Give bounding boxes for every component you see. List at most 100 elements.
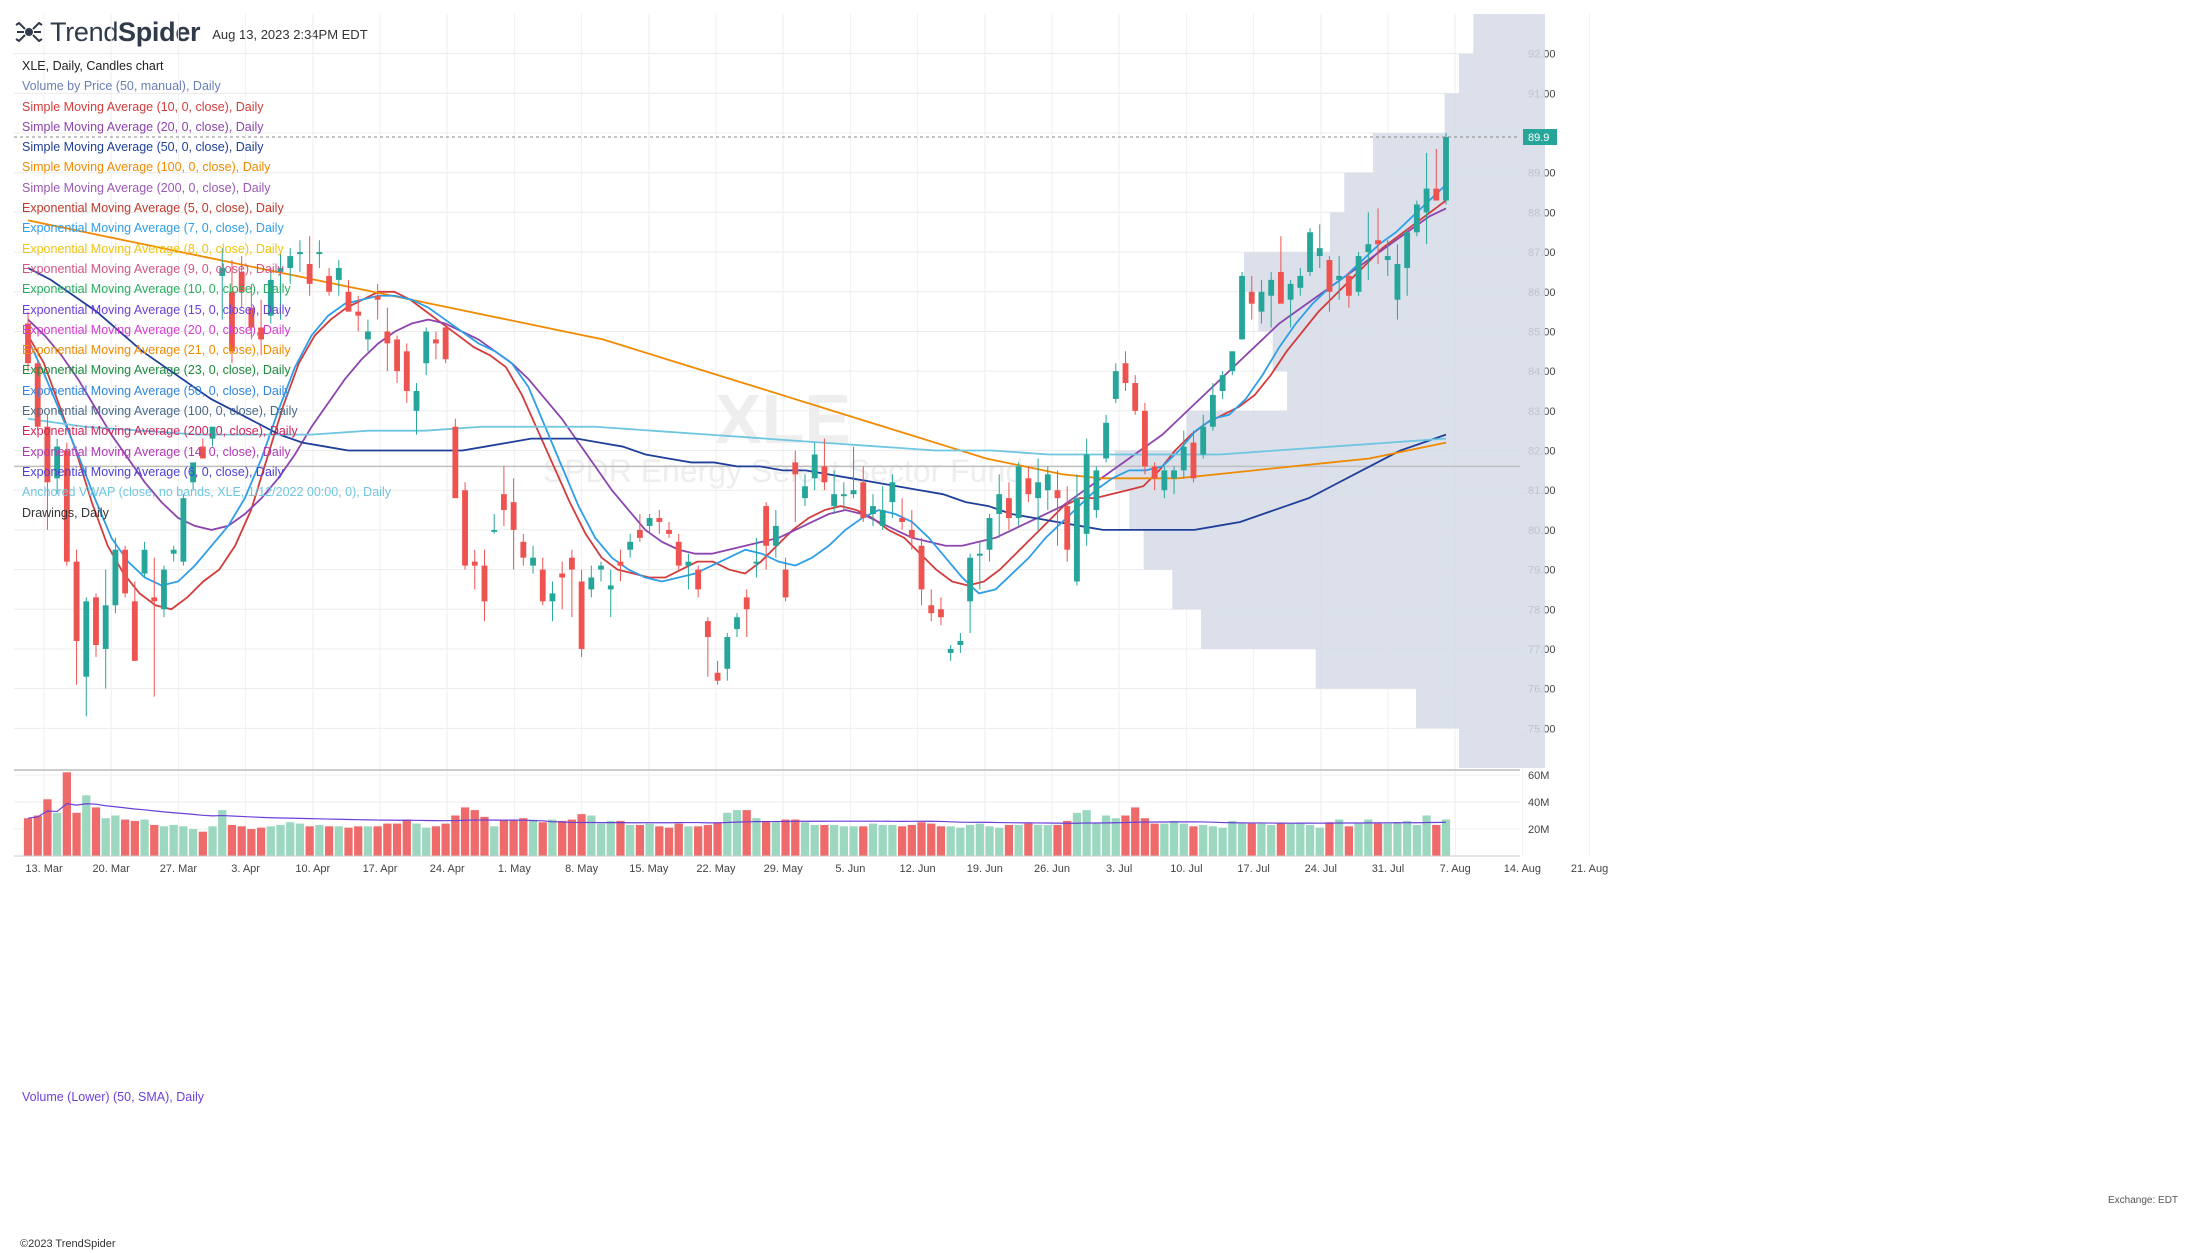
x-tick-label: 1. May bbox=[498, 863, 532, 875]
candle-body bbox=[1326, 260, 1333, 292]
legend-entry[interactable]: Simple Moving Average (200, 0, close), D… bbox=[22, 180, 271, 195]
legend-entry[interactable]: Anchored VWAP (close, no bands, XLE, 1/1… bbox=[22, 485, 391, 500]
volume-bar bbox=[23, 818, 33, 856]
candle-body bbox=[695, 569, 702, 590]
volume-bar bbox=[878, 824, 887, 856]
volume-bar bbox=[888, 824, 897, 856]
volume-by-price-bar bbox=[1201, 609, 1545, 649]
x-tick-label: 3. Apr bbox=[231, 863, 260, 875]
candle-body bbox=[1277, 271, 1284, 304]
candle-body bbox=[384, 331, 391, 344]
x-tick-label: 12. Jun bbox=[900, 863, 936, 875]
legend-entry[interactable]: Drawings, Daily bbox=[22, 505, 109, 520]
x-tick-label: 24. Jul bbox=[1305, 863, 1337, 875]
candle-body bbox=[433, 339, 439, 344]
candle-body bbox=[646, 517, 653, 526]
legend-entry[interactable]: Exponential Moving Average (21, 0, close… bbox=[22, 343, 291, 358]
volume-bar bbox=[703, 824, 712, 856]
candle-body bbox=[403, 351, 410, 391]
volume-bar bbox=[587, 815, 596, 856]
legend-entry[interactable]: Volume by Price (50, manual), Daily bbox=[22, 79, 221, 94]
x-tick-label: 17. Apr bbox=[363, 863, 398, 875]
x-tick-label: 15. May bbox=[629, 863, 669, 875]
volume-by-price-bar bbox=[1459, 728, 1545, 768]
volume-bar bbox=[1257, 823, 1266, 856]
legend-entry[interactable]: Exponential Moving Average (50, 0, close… bbox=[22, 383, 291, 398]
candle-body bbox=[374, 295, 381, 300]
candle-body bbox=[782, 569, 789, 598]
candle-body bbox=[685, 561, 692, 566]
volume-bar bbox=[62, 772, 71, 856]
candle-body bbox=[1190, 442, 1197, 479]
legend-entry[interactable]: Simple Moving Average (10, 0, close), Da… bbox=[22, 99, 264, 114]
legend-entry[interactable]: Exponential Moving Average (200, 0, clos… bbox=[22, 424, 298, 439]
volume-bar bbox=[383, 823, 392, 856]
legend-entry[interactable]: Exponential Moving Average (14, 0, close… bbox=[22, 444, 291, 459]
legend-entry[interactable]: Exponential Moving Average (20, 0, close… bbox=[22, 322, 291, 337]
candle-body bbox=[131, 601, 138, 661]
volume-bar bbox=[655, 826, 664, 856]
candle-body bbox=[209, 426, 216, 439]
volume-bar bbox=[1364, 819, 1373, 856]
legend-entry[interactable]: Exponential Moving Average (6, 0, close)… bbox=[22, 464, 284, 479]
candle-body bbox=[1006, 498, 1012, 518]
volume-bar bbox=[1208, 826, 1218, 856]
candle-body bbox=[578, 581, 585, 649]
volume-bar bbox=[1432, 824, 1441, 856]
volume-bar bbox=[1063, 820, 1072, 856]
candle-body bbox=[811, 454, 818, 479]
candle-body bbox=[1345, 275, 1352, 296]
x-tick-label: 21. Aug bbox=[1571, 863, 1608, 875]
volume-bar bbox=[723, 812, 732, 856]
candle-body bbox=[559, 573, 566, 578]
candle-body bbox=[656, 517, 663, 522]
candle-body bbox=[831, 494, 838, 507]
candle-body bbox=[151, 597, 158, 602]
copyright: ©2023 TrendSpider bbox=[20, 1238, 116, 1250]
volume-by-price-bar bbox=[1315, 648, 1545, 689]
x-tick-label: 19. Jun bbox=[967, 863, 1003, 875]
candle-body bbox=[462, 490, 468, 566]
candle-body bbox=[93, 597, 99, 645]
legend-entry[interactable]: Exponential Moving Average (100, 0, clos… bbox=[22, 404, 298, 419]
volume-bar bbox=[528, 819, 538, 856]
volume-bar bbox=[1228, 820, 1237, 856]
candle-body bbox=[1142, 410, 1148, 467]
volume-bar bbox=[1218, 827, 1227, 856]
volume-bar bbox=[509, 819, 518, 856]
candle-body bbox=[821, 466, 828, 483]
legend-entry[interactable]: Exponential Moving Average (7, 0, close)… bbox=[22, 221, 284, 236]
volume-bar bbox=[1373, 823, 1383, 856]
volume-bar bbox=[985, 826, 994, 856]
volume-bar bbox=[218, 810, 227, 856]
legend-entry[interactable]: Simple Moving Average (50, 0, close), Da… bbox=[22, 140, 264, 155]
candle-body bbox=[1083, 454, 1090, 534]
volume-bar bbox=[1296, 823, 1305, 856]
legend-entry[interactable]: Exponential Moving Average (23, 0, close… bbox=[22, 363, 291, 378]
candle-body bbox=[840, 494, 847, 497]
moving-average-line bbox=[27, 219, 1447, 480]
volume-bar bbox=[120, 819, 130, 856]
volume-bar bbox=[305, 826, 314, 856]
volume-bar bbox=[392, 823, 402, 856]
volume-bar bbox=[907, 824, 916, 856]
volume-bar bbox=[1286, 823, 1295, 856]
legend-entry[interactable]: Exponential Moving Average (15, 0, close… bbox=[22, 302, 291, 317]
volume-bar bbox=[101, 818, 110, 856]
volume-bar bbox=[159, 826, 169, 856]
volume-bar bbox=[344, 827, 353, 856]
volume-by-price-bar bbox=[1115, 450, 1545, 491]
volume-bar bbox=[752, 818, 761, 856]
volume-bar bbox=[111, 815, 120, 856]
legend-entry[interactable]: Exponential Moving Average (9, 0, close)… bbox=[22, 261, 284, 276]
volume-bar bbox=[897, 826, 907, 856]
legend-entry[interactable]: Exponential Moving Average (5, 0, close)… bbox=[22, 201, 284, 216]
legend-entry[interactable]: Exponential Moving Average (8, 0, close)… bbox=[22, 241, 284, 256]
candle-body bbox=[423, 331, 430, 364]
legend-entry[interactable]: Simple Moving Average (20, 0, close), Da… bbox=[22, 119, 264, 134]
legend-entry[interactable]: Exponential Moving Average (10, 0, close… bbox=[22, 282, 291, 297]
legend-entry[interactable]: Simple Moving Average (100, 0, close), D… bbox=[22, 160, 271, 175]
volume-bar bbox=[1247, 823, 1256, 856]
x-tick-label: 8. May bbox=[565, 863, 599, 875]
